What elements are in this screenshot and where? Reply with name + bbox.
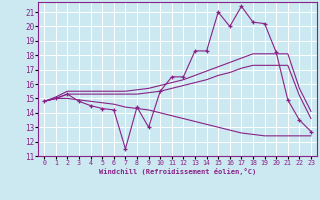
- X-axis label: Windchill (Refroidissement éolien,°C): Windchill (Refroidissement éolien,°C): [99, 168, 256, 175]
